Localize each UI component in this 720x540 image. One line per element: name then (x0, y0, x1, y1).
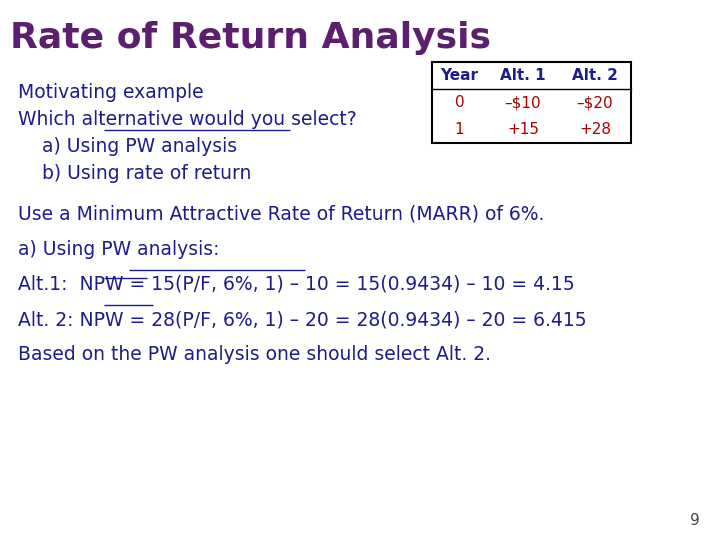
Text: 1: 1 (455, 122, 464, 137)
Text: a) Using PW analysis:: a) Using PW analysis: (18, 240, 220, 259)
Text: –$20: –$20 (577, 95, 613, 110)
Text: 9: 9 (690, 513, 700, 528)
Text: +28: +28 (579, 122, 611, 137)
Text: Which alternative would you select?: Which alternative would you select? (18, 110, 356, 129)
Text: Alt. 2: NPW = 28(P/F, 6%, 1) – 20 = 28(0.9434) – 20 = 6.415: Alt. 2: NPW = 28(P/F, 6%, 1) – 20 = 28(0… (18, 310, 587, 329)
Text: Alt. 1: Alt. 1 (500, 68, 546, 83)
Text: –$10: –$10 (505, 95, 541, 110)
Text: Based on the PW analysis one should select Alt. 2.: Based on the PW analysis one should sele… (18, 345, 491, 364)
Text: a) Using PW analysis: a) Using PW analysis (18, 137, 237, 156)
Text: Alt.1:  NPW = 15(P/F, 6%, 1) – 10 = 15(0.9434) – 10 = 4.15: Alt.1: NPW = 15(P/F, 6%, 1) – 10 = 15(0.… (18, 275, 575, 294)
Text: Year: Year (441, 68, 479, 83)
Text: Alt. 2: Alt. 2 (572, 68, 618, 83)
Text: b) Using rate of return: b) Using rate of return (18, 164, 251, 183)
Text: Motivating example: Motivating example (18, 83, 204, 102)
Text: Use a Minimum Attractive Rate of Return (MARR) of 6%.: Use a Minimum Attractive Rate of Return … (18, 205, 544, 224)
Text: 0: 0 (455, 95, 464, 110)
Text: Rate of Return Analysis: Rate of Return Analysis (10, 21, 491, 55)
Text: +15: +15 (507, 122, 539, 137)
